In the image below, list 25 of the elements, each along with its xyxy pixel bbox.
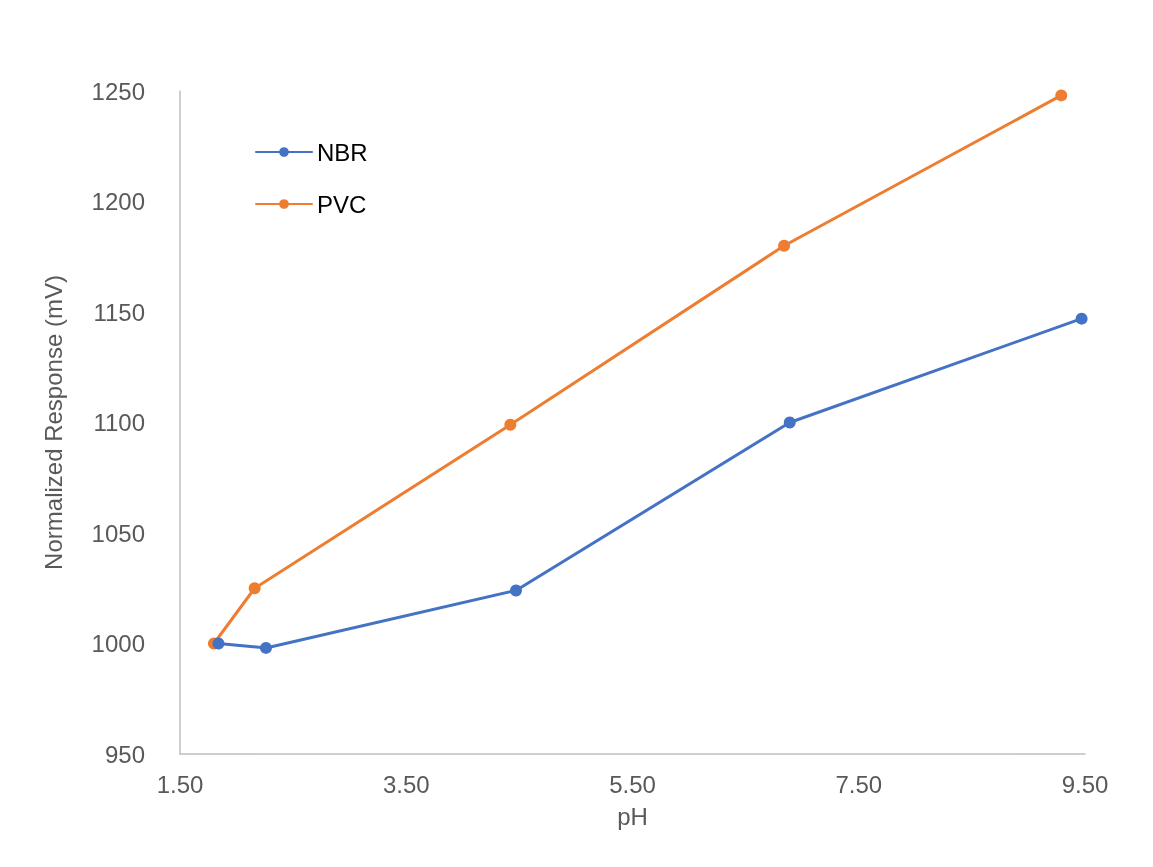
x-tick-label: 7.50 xyxy=(835,770,883,798)
y-tick-label: 1200 xyxy=(91,188,145,215)
legend-label: NBR xyxy=(317,138,368,166)
legend-label: PVC xyxy=(317,190,367,218)
point xyxy=(504,418,517,431)
x-tick-label: 3.50 xyxy=(382,770,430,798)
y-axis-title: Normalized Response (mV) xyxy=(39,275,67,570)
y-tick-label: 1100 xyxy=(93,409,145,436)
point xyxy=(248,582,261,595)
y-tick-label: 1050 xyxy=(91,519,145,547)
x-axis-title: pH xyxy=(617,802,648,830)
point xyxy=(778,239,791,252)
point xyxy=(1075,312,1088,325)
x-tick-label: 5.50 xyxy=(609,770,656,798)
point xyxy=(259,641,272,654)
point xyxy=(1055,89,1068,102)
y-tick-label: 1000 xyxy=(91,630,145,657)
x-tick-label: 9.50 xyxy=(1061,770,1109,798)
y-tick-label: 1150 xyxy=(93,298,145,326)
y-tick-label: 950 xyxy=(104,740,145,768)
point xyxy=(783,416,796,429)
point xyxy=(212,637,225,650)
point xyxy=(509,584,522,597)
x-tick-label: 1.50 xyxy=(156,770,204,798)
y-tick-label: 1250 xyxy=(91,77,145,105)
